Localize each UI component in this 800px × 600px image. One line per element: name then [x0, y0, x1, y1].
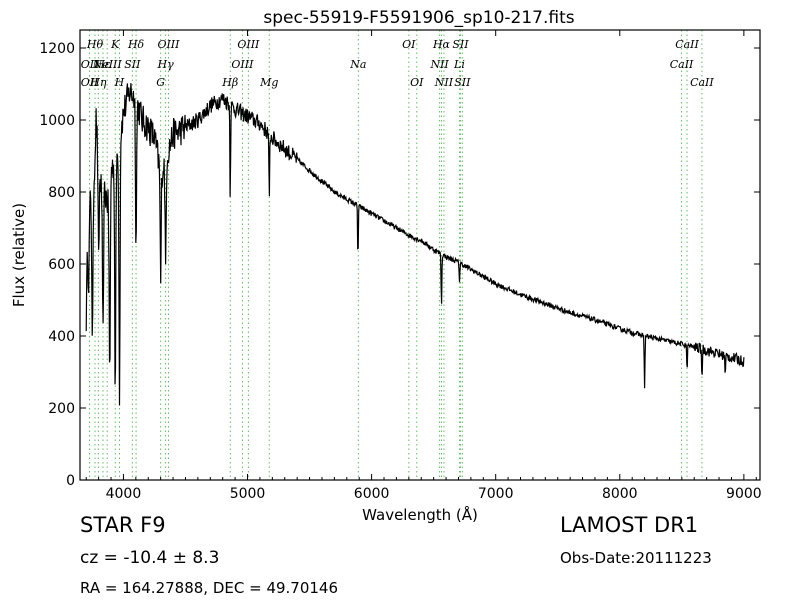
y-tick-label: 200 [48, 401, 75, 417]
line-label: Hθ [86, 38, 104, 51]
line-label: Mg [259, 76, 278, 89]
x-axis-label: Wavelength (Å) [362, 505, 478, 524]
x-tick-label: 9000 [726, 486, 762, 502]
survey-name: LAMOST DR1 [560, 513, 699, 537]
line-label: OIII [231, 58, 254, 71]
x-tick-label: 4000 [106, 486, 142, 502]
object-class: STAR F9 [80, 513, 166, 537]
y-axis-label: Flux (relative) [10, 203, 28, 307]
line-label: Hε [94, 58, 111, 71]
spectrum-line [85, 83, 745, 406]
line-label: NeIII [92, 58, 123, 71]
y-tick-label: 1200 [39, 41, 75, 57]
line-label: OIII [157, 38, 180, 51]
y-tick-label: 0 [66, 473, 75, 489]
redshift-value: cz = -10.4 ± 8.3 [80, 548, 220, 568]
line-label: OI [402, 38, 416, 51]
line-label: H [114, 76, 125, 89]
plot-frame [79, 29, 761, 481]
line-label: Hγ [157, 58, 175, 71]
y-tick-label: 800 [48, 185, 75, 201]
line-label: SII [454, 76, 471, 89]
x-tick-label: 6000 [354, 486, 390, 502]
chart-title: spec-55919-F5591906_sp10-217.fits [263, 8, 574, 28]
coordinates: RA = 164.27888, DEC = 49.70146 [80, 579, 339, 597]
line-label: OI [410, 76, 424, 89]
y-tick-label: 400 [48, 329, 75, 345]
observation-date: Obs-Date:20111223 [560, 549, 712, 567]
line-label: Hα [432, 38, 451, 51]
line-label: Li [453, 58, 465, 71]
line-label: CaII [690, 76, 714, 89]
x-tick-label: 5000 [230, 486, 266, 502]
line-label: Hβ [221, 76, 238, 89]
line-label: NII [434, 76, 454, 89]
line-label: Hη [89, 76, 107, 89]
line-label: G [156, 76, 165, 89]
x-tick-label: 8000 [602, 486, 638, 502]
line-label: CaII [675, 38, 699, 51]
line-label: Na [349, 58, 366, 71]
line-label: SII [124, 58, 141, 71]
axis-ticks: 4000 5000 6000 7000 8000 9000 0 200 400 600 800 100… [39, 30, 762, 502]
line-markers [89, 30, 703, 480]
x-tick-label: 7000 [478, 486, 514, 502]
line-label: OII [81, 58, 99, 71]
line-label: Hδ [127, 38, 145, 51]
line-label: NII [429, 58, 449, 71]
line-label: CaII [670, 58, 694, 71]
line-label: OII [81, 76, 99, 89]
spectrum-series [85, 83, 745, 406]
y-tick-label: 600 [48, 257, 75, 273]
y-tick-label: 1000 [39, 113, 75, 129]
line-label: SII [452, 38, 469, 51]
line-label: K [110, 38, 120, 51]
line-label: OIII [237, 38, 260, 51]
